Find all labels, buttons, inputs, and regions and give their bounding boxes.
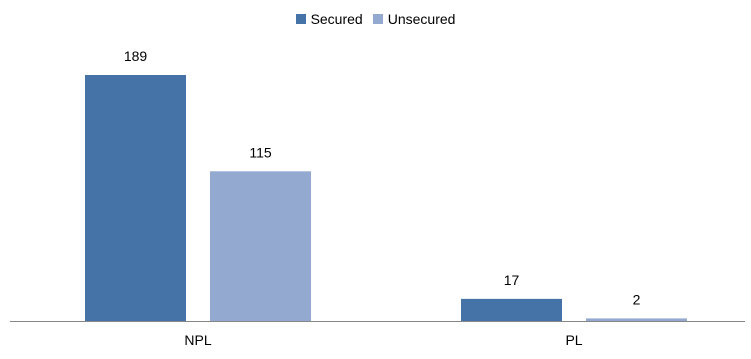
data-label-pl-secured: 17 [504,272,520,288]
legend-label-unsecured: Unsecured [387,11,456,27]
bar-pl-secured [461,298,562,321]
data-label-npl-secured: 189 [124,48,148,64]
x-tick-label-pl: PL [565,332,582,348]
bar-npl-unsecured [210,171,311,321]
legend-item-secured: Secured [295,11,363,27]
legend-item-unsecured: Unsecured [372,11,456,27]
bar-pl-unsecured [586,318,687,321]
legend-swatch-secured [295,14,306,24]
data-label-pl-unsecured: 2 [633,291,641,307]
legend-swatch-unsecured [372,14,383,24]
legend-label-secured: Secured [310,11,363,27]
data-label-npl-unsecured: 115 [249,144,272,160]
legend: Secured Unsecured [0,11,751,27]
x-tick-label-npl: NPL [184,332,211,348]
bar-npl-secured [85,75,186,321]
